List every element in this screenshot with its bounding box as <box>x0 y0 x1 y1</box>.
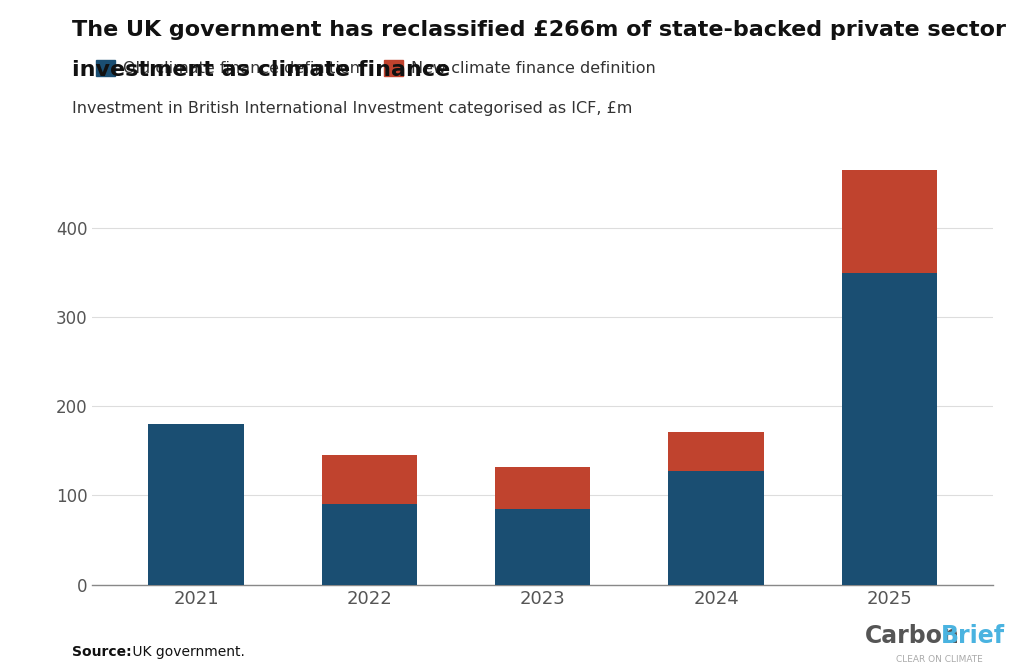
Text: CLEAR ON CLIMATE: CLEAR ON CLIMATE <box>896 655 983 664</box>
Bar <box>148 424 244 585</box>
Text: investment as climate finance: investment as climate finance <box>72 60 450 81</box>
Bar <box>842 273 937 585</box>
Legend: Old climate finance definition, New climate finance definition: Old climate finance definition, New clim… <box>95 60 655 77</box>
Bar <box>495 467 591 509</box>
Text: Source:: Source: <box>72 644 131 659</box>
Bar <box>495 509 591 585</box>
Text: Carbon: Carbon <box>865 624 961 648</box>
Bar <box>669 432 764 470</box>
Bar <box>669 470 764 585</box>
Text: UK government.: UK government. <box>128 644 245 659</box>
Bar <box>322 456 417 505</box>
Text: Brief: Brief <box>941 624 1006 648</box>
Bar <box>322 505 417 585</box>
Text: Investment in British International Investment categorised as ICF, £m: Investment in British International Inve… <box>72 101 632 116</box>
Text: The UK government has reclassified £266m of state-backed private sector: The UK government has reclassified £266m… <box>72 20 1006 40</box>
Bar <box>842 170 937 273</box>
